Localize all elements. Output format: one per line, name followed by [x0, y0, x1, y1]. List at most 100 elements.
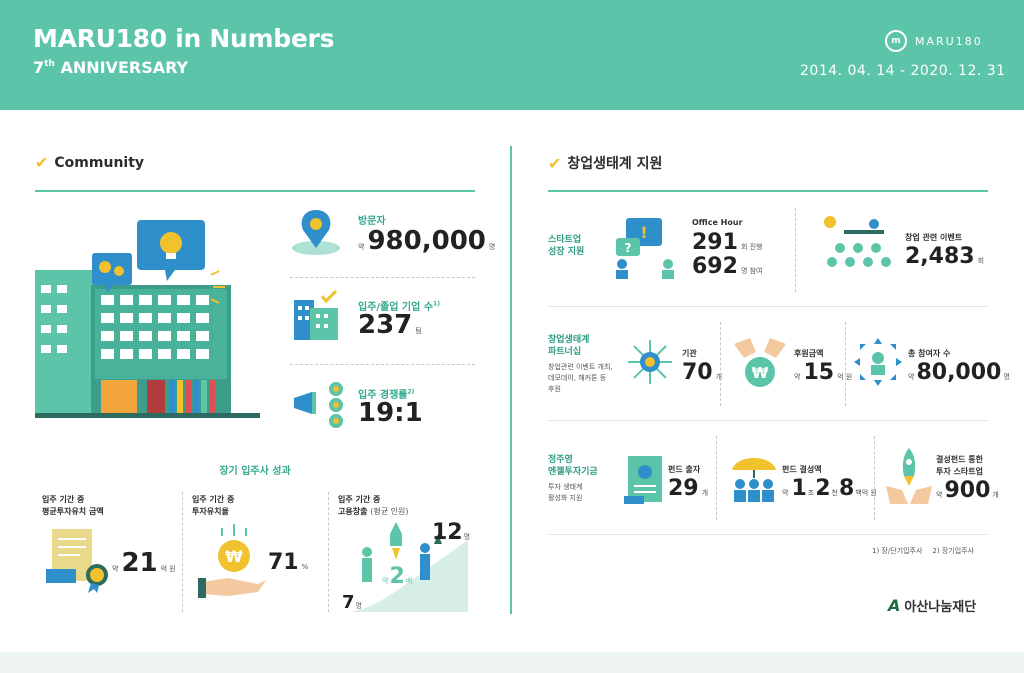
jobs-end-stat: 12 명 [432, 520, 470, 545]
support-unit: 억 원 [837, 373, 853, 381]
network-icon [628, 340, 672, 384]
size-a-value: 1 [791, 476, 807, 501]
competition-note: 2) [407, 388, 415, 396]
jobs-end-value: 12 [432, 520, 463, 545]
support-value: 15 [803, 360, 835, 385]
dashed-separator [874, 436, 875, 520]
dashed-divider [290, 277, 475, 278]
dashed-separator [845, 322, 846, 406]
size-stat: 약 1 조 2 천 8 백억 원 [782, 476, 877, 501]
check-icon: ✔ [548, 153, 562, 173]
anniversary-number: 7 [33, 58, 45, 77]
participants-prefix: 약 [908, 373, 915, 381]
size-c-value: 8 [838, 476, 855, 501]
competition-label: 입주 경쟁률 [358, 390, 408, 401]
invest-rate-stat: 71 % [268, 550, 308, 575]
competition-value: 19:1 [358, 398, 423, 428]
umbrella-people-icon [732, 458, 776, 502]
investment-prefix: 약 [112, 565, 119, 573]
jobs-label-2b: (평균 인원) [370, 507, 409, 516]
size-b-unit: 천 [831, 489, 838, 497]
maru180-logo: m MARU180 [885, 30, 983, 52]
office-hour-label: Office Hour [692, 218, 743, 227]
event-presentation-icon [824, 216, 891, 267]
office-hour-chat-icon: ! ? [616, 218, 674, 279]
size-prefix: 약 [782, 489, 789, 497]
participants-unit: 명 [1003, 373, 1010, 381]
jobs-label: 입주 기간 중 고용창출 (평균 인원) [338, 494, 408, 518]
sessions-stat: 291 회 진행 [692, 230, 762, 255]
megaphone-icon [294, 382, 343, 428]
startups-stat: 약 900 개 [936, 478, 999, 503]
participants-stat: 약 80,000 명 [908, 360, 1010, 385]
footer-band [0, 652, 1024, 673]
people-value: 692 [692, 254, 738, 279]
investment-label-2: 평균투자유치 금액 [42, 507, 104, 516]
people-unit: 명 참여 [740, 267, 763, 275]
support-prefix: 약 [794, 373, 801, 381]
row-divider [548, 420, 988, 421]
visitors-prefix: 약 [358, 243, 365, 251]
dashed-separator [720, 322, 721, 406]
certificate-icon [46, 529, 108, 593]
ecosystem-rule [548, 190, 988, 192]
companies-value: 237 [358, 310, 413, 340]
participants-value: 80,000 [916, 360, 1002, 385]
office-building-icon [294, 290, 338, 340]
hand-coin-icon: ₩ [198, 524, 266, 598]
footnotes: 1) 장/단기입주사 2) 장기입주사 [872, 546, 974, 556]
companies-note: 1) [433, 300, 440, 308]
orgs-value: 70 [682, 360, 713, 385]
sessions-value: 291 [692, 230, 738, 255]
jobs-start-unit: 명 [355, 602, 362, 610]
orgs-stat: 70 개 [682, 360, 722, 385]
anniversary-suffix: th [44, 59, 55, 69]
jobs-start-stat: 7 명 [342, 592, 362, 613]
asan-logo-icon: A [888, 596, 901, 615]
invest-rate-label: 입주 기간 중 투자유치율 [192, 494, 234, 518]
jobs-end-unit: 명 [463, 533, 471, 541]
jobs-mult-stat: 약 2 배 [382, 564, 412, 589]
invest-rate-value: 71 [268, 550, 299, 575]
angel-desc: 투자 생태계 활성화 지원 [548, 483, 583, 502]
dashed-separator [795, 208, 796, 292]
community-heading: ✔ Community [35, 153, 144, 172]
job-growth-chart-icon [350, 522, 468, 612]
ecosystem-title: 창업생태계 지원 [567, 156, 663, 172]
jobs-start-value: 7 [342, 592, 355, 613]
page-title: MARU180 in Numbers [33, 24, 335, 53]
angel-label: 정주영 엔젤투자기금 [548, 455, 598, 477]
visitors-label: 방문자 [358, 216, 386, 227]
sessions-unit: 회 진행 [740, 243, 763, 251]
rocket-hands-icon [886, 448, 932, 504]
events-label: 창업 관련 이벤트 [905, 233, 963, 242]
companies-stat: 237 팀 [358, 310, 422, 340]
growth-label: 스타트업 성장 지원 [548, 235, 585, 257]
visitors-unit: 명 [488, 243, 496, 251]
events-stat: 2,483 회 [905, 244, 984, 269]
people-stat: 692 명 참여 [692, 254, 762, 279]
svg-text:₩: ₩ [225, 547, 243, 566]
visitors-stat: 약 980,000 명 [358, 226, 495, 256]
fund-document-icon [624, 456, 662, 504]
building-illustration-icon [35, 220, 260, 418]
support-stat: 약 15 억 원 [794, 360, 852, 385]
startups-value: 900 [944, 478, 991, 503]
orgs-unit: 개 [715, 373, 723, 381]
row-divider [548, 306, 988, 307]
support-label: 후원금액 [794, 349, 824, 358]
asan-foundation-logo: A 아산나눔재단 [888, 596, 976, 615]
brand-name: 아산나눔재단 [904, 600, 977, 615]
location-pin-icon [292, 210, 340, 255]
fund-stat: 29 개 [668, 476, 708, 501]
anniversary-subtitle: 7th ANNIVERSARY [33, 58, 188, 77]
events-unit: 회 [977, 257, 985, 265]
startups-label: 결성펀드 통한 투자 스타트업 [936, 454, 983, 478]
size-label: 펀드 결성액 [782, 465, 822, 474]
svg-text:!: ! [640, 223, 647, 242]
invest-rate-label-2: 투자유치율 [192, 507, 229, 516]
date-range: 2014. 04. 14 - 2020. 12. 31 [800, 63, 1006, 79]
jobs-label-2: 고용창출 [338, 507, 368, 516]
header-banner: MARU180 in Numbers 7th ANNIVERSARY m MAR… [0, 0, 1024, 110]
investment-label-1: 입주 기간 중 [42, 495, 85, 504]
